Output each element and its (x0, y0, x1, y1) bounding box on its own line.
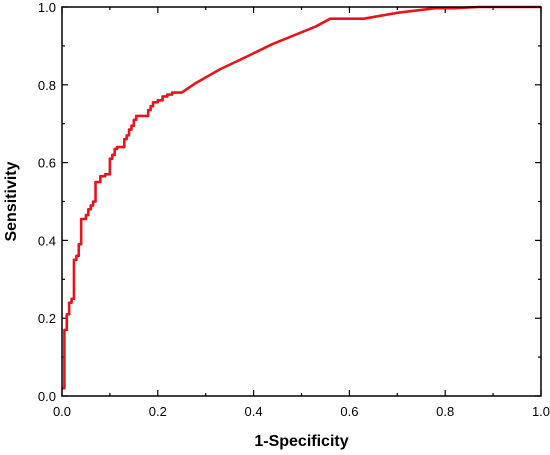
y-tick-label: 0.8 (38, 78, 56, 93)
tick-labels: 0.0 0.2 0.4 0.6 0.8 1.0 0.0 0.2 0.4 0.6 0.8 1.0 (38, 0, 550, 419)
x-tick-label: 0.8 (436, 404, 454, 419)
roc-curve-line (62, 5, 541, 390)
y-tick-label: 0.6 (38, 156, 56, 171)
y-tick-label: 0.0 (38, 389, 56, 404)
x-tick-label: 0.2 (149, 404, 167, 419)
y-tick-label: 0.4 (38, 233, 56, 248)
x-tick-label: 0.6 (340, 404, 358, 419)
x-tick-label: 0.4 (245, 404, 263, 419)
y-axis-title: Sensitivity (3, 161, 20, 241)
x-axis-title: 1-Specificity (254, 433, 348, 450)
x-tick-label: 0.0 (53, 404, 71, 419)
tick-marks (61, 6, 542, 397)
x-tick-label: 1.0 (532, 404, 550, 419)
y-tick-label: 1.0 (38, 0, 56, 15)
series-layer (62, 5, 541, 390)
plot-frame (61, 6, 542, 397)
y-tick-label: 0.2 (38, 311, 56, 326)
